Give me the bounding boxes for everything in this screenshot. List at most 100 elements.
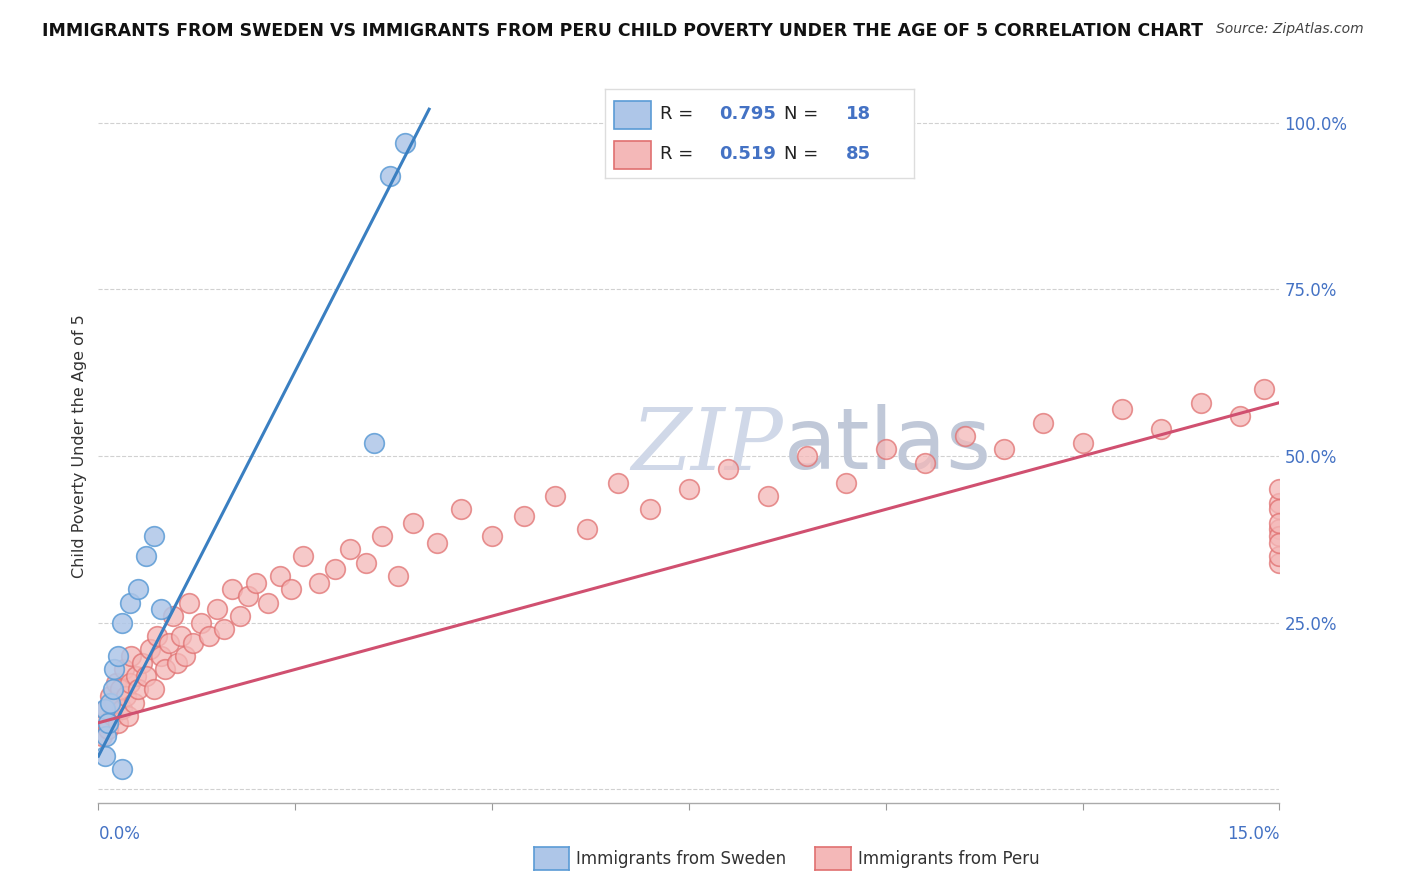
Point bbox=[1189, 395, 1212, 409]
Point bbox=[98, 689, 121, 703]
Point bbox=[91, 729, 114, 743]
Point bbox=[155, 662, 177, 676]
Point bbox=[174, 649, 197, 664]
Point bbox=[1268, 529, 1291, 543]
Point bbox=[1268, 502, 1291, 516]
Point bbox=[181, 636, 204, 650]
Point bbox=[1229, 409, 1251, 423]
Point bbox=[1071, 435, 1094, 450]
Text: Immigrants from Sweden: Immigrants from Sweden bbox=[576, 850, 786, 868]
Text: ZIP: ZIP bbox=[631, 405, 783, 487]
Point bbox=[236, 589, 259, 603]
Point bbox=[112, 662, 135, 676]
Point bbox=[308, 575, 330, 590]
Point bbox=[110, 682, 132, 697]
Point bbox=[97, 715, 120, 730]
Point bbox=[914, 456, 936, 470]
Text: Source: ZipAtlas.com: Source: ZipAtlas.com bbox=[1216, 22, 1364, 37]
Point bbox=[1111, 402, 1133, 417]
Point bbox=[111, 615, 134, 630]
Point bbox=[678, 483, 700, 497]
Text: 18: 18 bbox=[846, 105, 870, 123]
Point bbox=[93, 702, 115, 716]
Point bbox=[1150, 422, 1173, 436]
Point bbox=[221, 582, 243, 597]
Point bbox=[166, 656, 188, 670]
Point bbox=[135, 549, 157, 563]
Text: 85: 85 bbox=[846, 145, 870, 163]
Point bbox=[115, 689, 138, 703]
Point bbox=[131, 656, 153, 670]
Point bbox=[138, 642, 160, 657]
Point bbox=[371, 529, 394, 543]
Point bbox=[125, 669, 148, 683]
Point bbox=[1268, 522, 1291, 536]
Point bbox=[205, 602, 228, 616]
Point bbox=[142, 682, 165, 697]
Point bbox=[157, 636, 180, 650]
Text: 0.795: 0.795 bbox=[718, 105, 776, 123]
Point bbox=[190, 615, 212, 630]
Point bbox=[142, 529, 165, 543]
Point bbox=[118, 675, 141, 690]
Text: IMMIGRANTS FROM SWEDEN VS IMMIGRANTS FROM PERU CHILD POVERTY UNDER THE AGE OF 5 : IMMIGRANTS FROM SWEDEN VS IMMIGRANTS FRO… bbox=[42, 22, 1204, 40]
Point bbox=[323, 562, 346, 576]
Point bbox=[135, 669, 157, 683]
Point bbox=[1268, 556, 1291, 570]
Point bbox=[1032, 416, 1054, 430]
Point bbox=[953, 429, 976, 443]
Point bbox=[177, 596, 200, 610]
Point bbox=[363, 435, 385, 450]
Point bbox=[122, 696, 145, 710]
Point bbox=[121, 649, 143, 664]
Point bbox=[170, 629, 193, 643]
Point bbox=[394, 136, 416, 150]
Point bbox=[229, 609, 252, 624]
Point bbox=[638, 502, 661, 516]
Point bbox=[127, 582, 149, 597]
Point bbox=[146, 629, 169, 643]
Point bbox=[269, 569, 291, 583]
Point bbox=[107, 649, 129, 664]
Point bbox=[96, 702, 118, 716]
Point bbox=[150, 602, 173, 616]
Point bbox=[245, 575, 267, 590]
Point bbox=[607, 475, 630, 490]
Point bbox=[107, 715, 129, 730]
Point bbox=[993, 442, 1015, 457]
Point bbox=[117, 709, 139, 723]
Point bbox=[402, 516, 425, 530]
Point bbox=[162, 609, 184, 624]
Point bbox=[387, 569, 409, 583]
Point bbox=[426, 535, 449, 549]
Point bbox=[1268, 483, 1291, 497]
Point bbox=[875, 442, 897, 457]
Text: Immigrants from Peru: Immigrants from Peru bbox=[858, 850, 1039, 868]
Text: 15.0%: 15.0% bbox=[1227, 825, 1279, 843]
Point bbox=[1268, 549, 1291, 563]
Point bbox=[214, 623, 236, 637]
Point bbox=[103, 662, 125, 676]
Point bbox=[796, 449, 818, 463]
Point bbox=[1253, 382, 1275, 396]
Text: 0.0%: 0.0% bbox=[98, 825, 141, 843]
Point bbox=[1268, 516, 1291, 530]
Point bbox=[756, 489, 779, 503]
Text: R =: R = bbox=[661, 145, 699, 163]
Point bbox=[96, 729, 118, 743]
Text: R =: R = bbox=[661, 105, 699, 123]
Point bbox=[450, 502, 472, 516]
Point bbox=[97, 723, 120, 737]
Point bbox=[93, 715, 115, 730]
Text: N =: N = bbox=[785, 105, 824, 123]
Point bbox=[354, 556, 377, 570]
Point bbox=[512, 509, 534, 524]
Point bbox=[118, 596, 141, 610]
Text: atlas: atlas bbox=[783, 404, 991, 488]
Point bbox=[98, 696, 121, 710]
Point bbox=[1268, 496, 1291, 510]
Point bbox=[104, 675, 127, 690]
Point bbox=[103, 696, 125, 710]
Text: N =: N = bbox=[785, 145, 824, 163]
Point bbox=[1268, 535, 1291, 549]
